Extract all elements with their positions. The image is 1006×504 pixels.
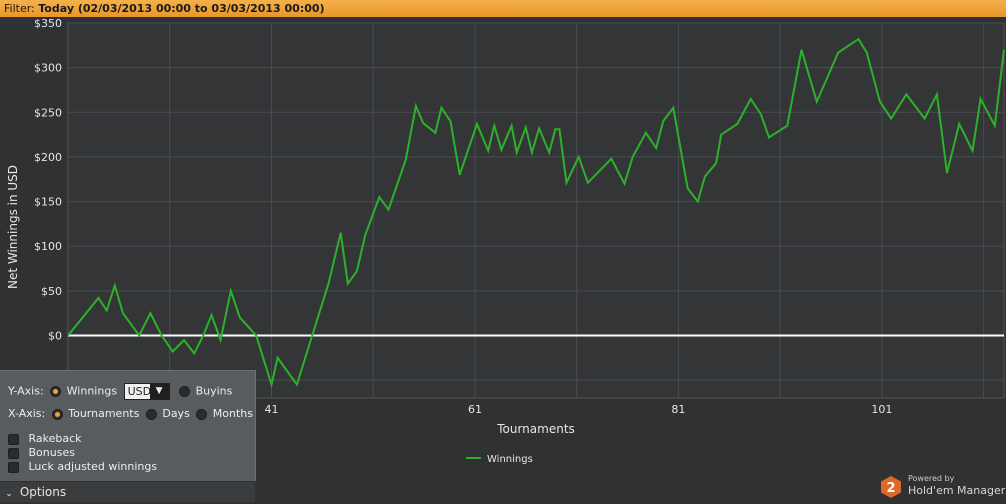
bonuses-row: Bonuses — [8, 445, 75, 461]
series-line-winnings — [67, 37, 1005, 389]
luck-adjusted-label[interactable]: Luck adjusted winnings — [28, 460, 158, 473]
winnings-radio[interactable] — [50, 386, 62, 397]
plot-area — [67, 22, 1005, 399]
filter-value[interactable]: Today (02/03/2013 00:00 to 03/03/2013 00… — [38, 2, 325, 15]
legend-label: Winnings — [487, 454, 533, 465]
x-axis-label-text: X-Axis: — [8, 407, 46, 420]
powered-by-text: Powered by — [908, 474, 955, 483]
logo-digit: 2 — [886, 481, 895, 496]
buyins-radio[interactable] — [179, 386, 191, 397]
options-panel: Y-Axis: Winnings USD ▼ Buyins X-Axis: To… — [0, 370, 256, 481]
x-tick-label: 41 — [264, 403, 278, 416]
months-radio[interactable] — [196, 408, 208, 420]
y-tick-label: $0 — [48, 330, 62, 343]
days-radio-label[interactable]: Days — [162, 407, 190, 420]
logo-hexagon — [881, 476, 901, 498]
x-axis-row: X-Axis: Tournaments Days Months — [8, 406, 253, 422]
x-axis-label: Tournaments — [496, 422, 575, 436]
y-tick-label: $150 — [34, 196, 62, 209]
brand-name: Hold'em Manager — [908, 484, 1006, 497]
bonuses-checkbox[interactable] — [8, 447, 19, 459]
bonuses-label[interactable]: Bonuses — [28, 446, 75, 459]
days-radio[interactable] — [145, 408, 157, 420]
currency-select[interactable]: USD ▼ — [123, 383, 170, 400]
y-tick-label: $250 — [34, 106, 62, 119]
luck-adjusted-checkbox[interactable] — [8, 461, 19, 473]
y-tick-label: $350 — [34, 17, 62, 30]
tournaments-radio[interactable] — [51, 408, 63, 420]
options-toggle[interactable]: ⌄ Options — [0, 482, 255, 502]
tournaments-radio-label[interactable]: Tournaments — [68, 407, 140, 420]
y-tick-label: $100 — [34, 240, 62, 253]
x-tick-label: 81 — [671, 403, 685, 416]
filter-bar: Filter: Today (02/03/2013 00:00 to 03/03… — [0, 0, 1006, 17]
winnings-radio-label[interactable]: Winnings — [66, 384, 118, 398]
months-radio-label[interactable]: Months — [212, 407, 254, 420]
filter-label: Filter: — [4, 2, 35, 15]
currency-value: USD — [127, 385, 152, 398]
buyins-radio-label[interactable]: Buyins — [195, 384, 233, 398]
brand-logo: 2 Powered by Hold'em Manager — [880, 474, 1006, 500]
rakeback-checkbox[interactable] — [8, 433, 19, 445]
x-tick-label: 101 — [871, 403, 892, 416]
y-axis-row: Y-Axis: Winnings USD ▼ Buyins — [8, 383, 233, 400]
chevron-down-icon[interactable]: ▼ — [149, 384, 169, 399]
x-tick-labels: 41 61 81 101 — [264, 403, 892, 416]
y-tick-label: $50 — [41, 285, 62, 298]
y-axis-label-text: Y-Axis: — [8, 384, 44, 398]
rakeback-row: Rakeback — [8, 431, 82, 447]
x-tick-label: 61 — [468, 403, 482, 416]
y-tick-label: $300 — [34, 62, 62, 75]
hem-logo-icon: 2 — [881, 476, 901, 498]
luck-row: Luck adjusted winnings — [8, 459, 157, 475]
y-tick-label: $200 — [34, 151, 62, 164]
legend: Winnings — [466, 454, 533, 465]
options-toggle-label: Options — [19, 485, 67, 499]
rakeback-label[interactable]: Rakeback — [28, 432, 82, 445]
y-axis-label: Net Winnings in USD — [6, 165, 20, 289]
chevron-down-icon: ⌄ — [5, 489, 13, 499]
series-layer — [67, 37, 1005, 389]
